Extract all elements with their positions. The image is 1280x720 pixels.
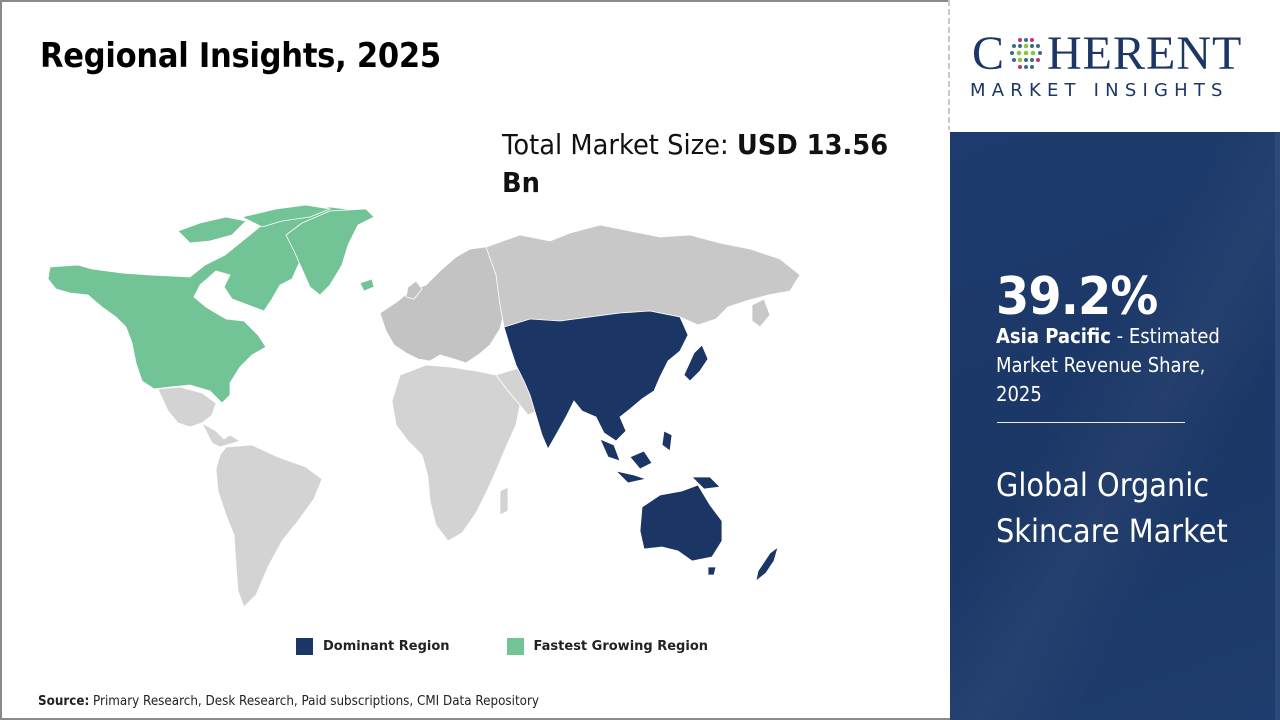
legend-label: Dominant Region xyxy=(323,639,450,654)
logo-subtitle: MARKET INSIGHTS xyxy=(970,80,1229,101)
market-size-value: USD 13.56 Bn xyxy=(502,128,889,199)
map-section: Regional Insights, 2025 Total Market Siz… xyxy=(38,36,888,709)
panel-divider xyxy=(997,422,1185,423)
logo: C HERENT MARKET INSIGHTS xyxy=(950,0,1280,132)
source-label: Source: xyxy=(38,694,90,709)
world-map xyxy=(47,204,801,608)
region-asia-pacific xyxy=(503,310,779,582)
market-name: Global Organic Skincare Market xyxy=(996,466,1228,550)
legend-item-fastest-growing: Fastest Growing Region xyxy=(506,638,709,655)
logo-letter-c: C xyxy=(972,27,1006,80)
fastest-growing-swatch xyxy=(506,638,524,655)
region-europe xyxy=(379,246,505,364)
logo-letters-herent: HERENT xyxy=(1047,27,1243,80)
share-percentage: 39.2% xyxy=(996,267,1158,327)
source-note: Source: Primary Research, Desk Research,… xyxy=(38,694,539,709)
legend-label: Fastest Growing Region xyxy=(533,639,709,654)
source-text: Primary Research, Desk Research, Paid su… xyxy=(89,694,539,709)
logo-wordmark: C HERENT xyxy=(972,30,1242,78)
legend-item-dominant: Dominant Region xyxy=(296,638,450,655)
region-north-america xyxy=(47,204,375,404)
region-russia xyxy=(485,224,801,328)
dominant-swatch xyxy=(296,638,313,655)
market-size-label: Total Market Size: xyxy=(502,128,737,161)
region-latin-america xyxy=(157,386,323,608)
region-mea xyxy=(391,364,551,542)
share-caption: - Estimated Market Revenue Share, 2025 xyxy=(996,324,1220,406)
page-title: Regional Insights, 2025 xyxy=(40,36,441,76)
total-market-size: Total Market Size: USD 13.56 Bn xyxy=(502,126,888,202)
map-legend: Dominant Region Fastest Growing Region xyxy=(296,638,765,655)
globe-dots-icon xyxy=(1010,38,1043,69)
dominant-region-name: Asia Pacific xyxy=(996,324,1111,348)
divider xyxy=(948,0,950,130)
insight-panel: 39.2% Asia Pacific - Estimated Market Re… xyxy=(950,132,1280,720)
share-description: Asia Pacific - Estimated Market Revenue … xyxy=(996,322,1239,409)
